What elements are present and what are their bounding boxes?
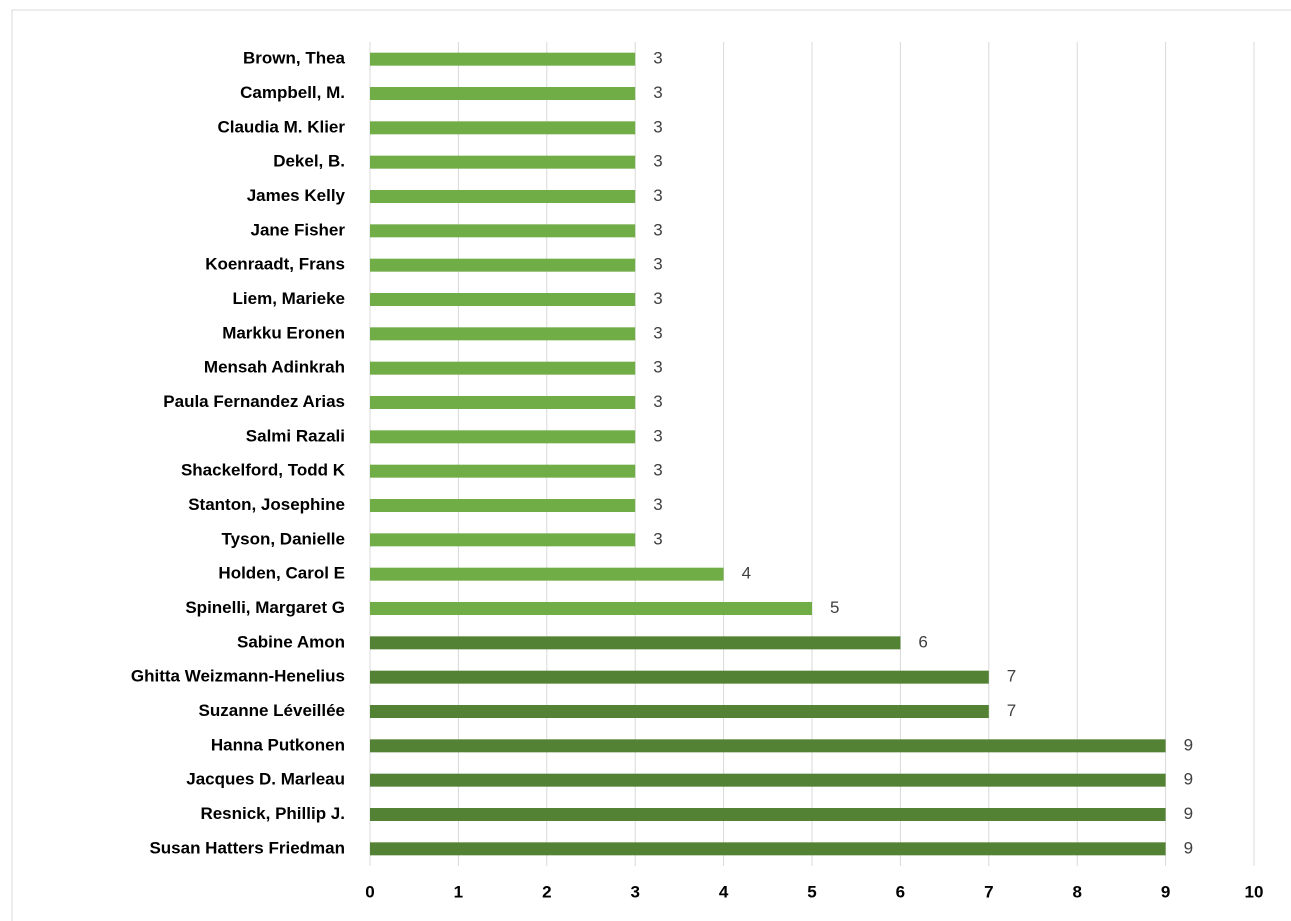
bar	[370, 464, 636, 478]
data-label: 9	[1184, 770, 1193, 789]
bar	[370, 842, 1166, 856]
bar	[370, 567, 724, 581]
bar	[370, 293, 636, 306]
data-label: 3	[653, 358, 662, 377]
data-label: 6	[918, 632, 927, 651]
data-label: 3	[653, 186, 662, 205]
x-tick-label: 8	[1072, 882, 1081, 901]
y-tick-label: Suzanne Léveillée	[199, 701, 345, 720]
y-tick-label: Mensah Adinkrah	[204, 358, 345, 377]
y-tick-label: Tyson, Danielle	[222, 529, 345, 548]
data-label: 3	[653, 220, 662, 239]
y-tick-label: Spinelli, Margaret G	[185, 598, 345, 617]
bar	[370, 190, 636, 203]
data-label: 3	[653, 495, 662, 514]
bar	[370, 705, 989, 718]
bar	[370, 773, 1166, 787]
data-label: 3	[653, 529, 662, 548]
data-label: 3	[653, 152, 662, 171]
y-tick-label: Hanna Putkonen	[211, 735, 345, 754]
data-label: 3	[653, 255, 662, 274]
bar	[370, 361, 636, 375]
data-label: 3	[653, 289, 662, 308]
y-tick-label: Dekel, B.	[273, 152, 345, 171]
x-tick-label: 2	[542, 882, 551, 901]
y-tick-label: Susan Hatters Friedman	[149, 838, 345, 857]
y-tick-label: Jane Fisher	[251, 220, 346, 239]
y-tick-label: Koenraadt, Frans	[205, 255, 345, 274]
bar	[370, 808, 1166, 821]
data-label: 9	[1184, 735, 1193, 754]
y-tick-label: Liem, Marieke	[233, 289, 345, 308]
data-label: 3	[653, 392, 662, 411]
y-tick-label: Salmi Razali	[246, 426, 345, 445]
y-tick-label: Shackelford, Todd K	[181, 461, 346, 480]
chart-border	[11, 9, 1291, 921]
bar	[370, 533, 636, 547]
y-tick-label: Ghitta Weizmann-Henelius	[131, 667, 345, 686]
bar	[370, 155, 636, 169]
data-label: 9	[1184, 838, 1193, 857]
y-tick-label: Brown, Thea	[243, 49, 346, 68]
data-label: 4	[742, 564, 751, 583]
y-tick-label: Markku Eronen	[222, 323, 345, 342]
data-label: 7	[1007, 667, 1016, 686]
bar	[370, 327, 636, 341]
y-tick-label: Sabine Amon	[237, 632, 345, 651]
x-tick-label: 5	[807, 882, 816, 901]
x-tick-label: 9	[1161, 882, 1170, 901]
bar	[370, 258, 636, 272]
data-label: 5	[830, 598, 839, 617]
x-tick-label: 1	[454, 882, 463, 901]
data-label: 3	[653, 117, 662, 136]
bar	[370, 670, 989, 684]
bar	[370, 52, 636, 66]
data-label: 3	[653, 461, 662, 480]
x-tick-label: 6	[896, 882, 905, 901]
y-tick-label: Resnick, Phillip J.	[200, 804, 345, 823]
x-tick-label: 0	[365, 882, 374, 901]
y-tick-label: James Kelly	[247, 186, 346, 205]
bar	[370, 499, 636, 512]
bar	[370, 602, 812, 615]
y-tick-label: Jacques D. Marleau	[186, 770, 345, 789]
bar	[370, 87, 636, 100]
data-label: 7	[1007, 701, 1016, 720]
bar	[370, 636, 901, 650]
y-tick-label: Paula Fernandez Arias	[163, 392, 345, 411]
data-label: 3	[653, 83, 662, 102]
y-tick-label: Claudia M. Klier	[217, 117, 345, 136]
x-tick-label: 7	[984, 882, 993, 901]
data-label: 3	[653, 49, 662, 68]
data-label: 9	[1184, 804, 1193, 823]
bar	[370, 121, 636, 135]
x-tick-label: 4	[719, 882, 729, 901]
bar	[370, 430, 636, 444]
y-tick-label: Campbell, M.	[240, 83, 345, 102]
y-tick-label: Stanton, Josephine	[188, 495, 345, 514]
data-label: 3	[653, 426, 662, 445]
x-tick-label: 10	[1245, 882, 1264, 901]
x-tick-label: 3	[630, 882, 639, 901]
bar	[370, 739, 1166, 753]
bar	[370, 396, 636, 409]
y-tick-label: Holden, Carol E	[218, 564, 345, 583]
bar	[370, 224, 636, 238]
data-label: 3	[653, 323, 662, 342]
